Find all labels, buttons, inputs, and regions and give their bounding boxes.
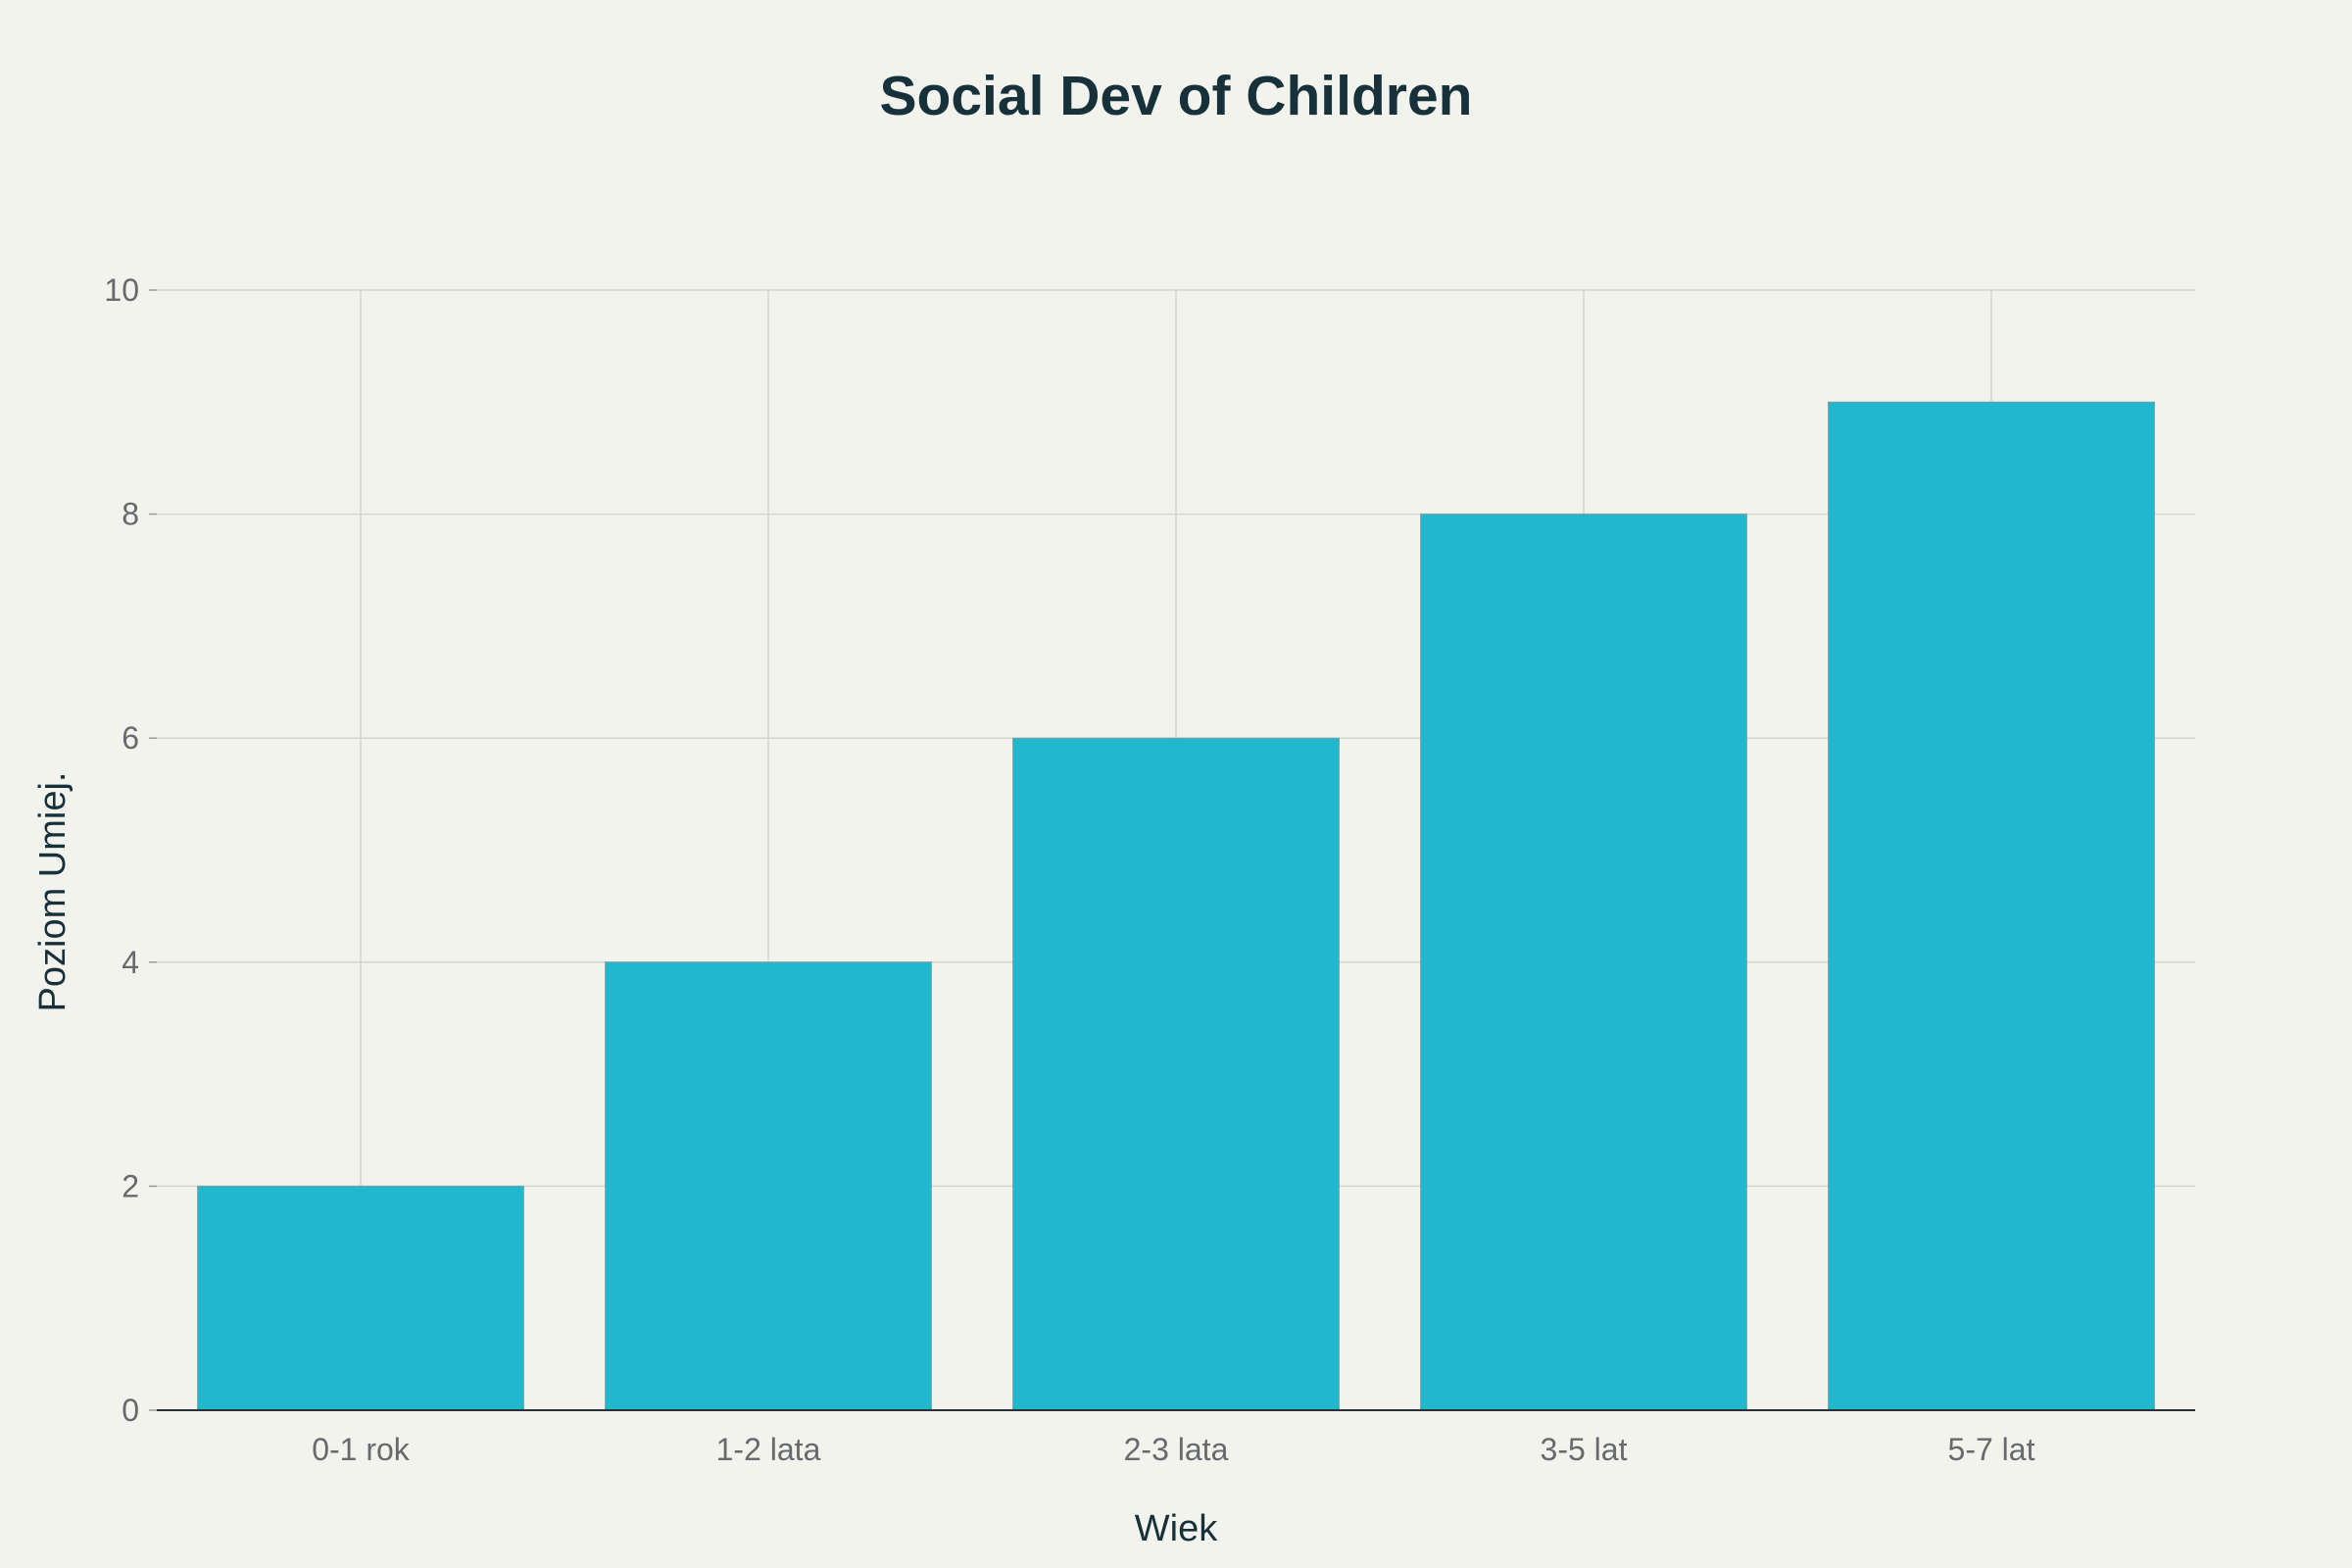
y-tick-label: 6 bbox=[122, 720, 139, 756]
bar-5-7-lat[interactable] bbox=[1828, 401, 2155, 1411]
y-tick-label: 10 bbox=[104, 272, 139, 308]
x-tick-label: 3-5 lat bbox=[1541, 1432, 1628, 1467]
x-tick-label: 2-3 lata bbox=[1124, 1432, 1229, 1467]
y-tick-label: 8 bbox=[122, 497, 139, 532]
bar-0-1-rok[interactable] bbox=[197, 1185, 524, 1411]
y-axis-title: Poziom Umiej. bbox=[32, 772, 74, 1012]
bar-3-5-lat[interactable] bbox=[1420, 514, 1747, 1411]
x-tick-label: 0-1 rok bbox=[312, 1432, 411, 1467]
axes bbox=[149, 289, 2195, 1411]
y-tick-label: 2 bbox=[122, 1168, 139, 1203]
x-tick-label: 5-7 lat bbox=[1948, 1432, 2035, 1467]
bar-2-3-lata[interactable] bbox=[1012, 737, 1340, 1411]
x-tick-label: 1-2 lata bbox=[716, 1432, 821, 1467]
bar-1-2-lata[interactable] bbox=[605, 961, 932, 1411]
y-tick-label: 0 bbox=[122, 1393, 139, 1428]
x-axis-title: Wiek bbox=[1135, 1508, 1218, 1549]
chart-title: Social Dev of Children bbox=[880, 65, 1473, 127]
tick-labels: 0 2 4 6 8 10 0-1 rok 1-2 lata 2-3 lata 3-5 lat 5-7… bbox=[104, 272, 2034, 1467]
bars bbox=[197, 401, 2155, 1411]
y-tick-label: 4 bbox=[122, 945, 139, 980]
